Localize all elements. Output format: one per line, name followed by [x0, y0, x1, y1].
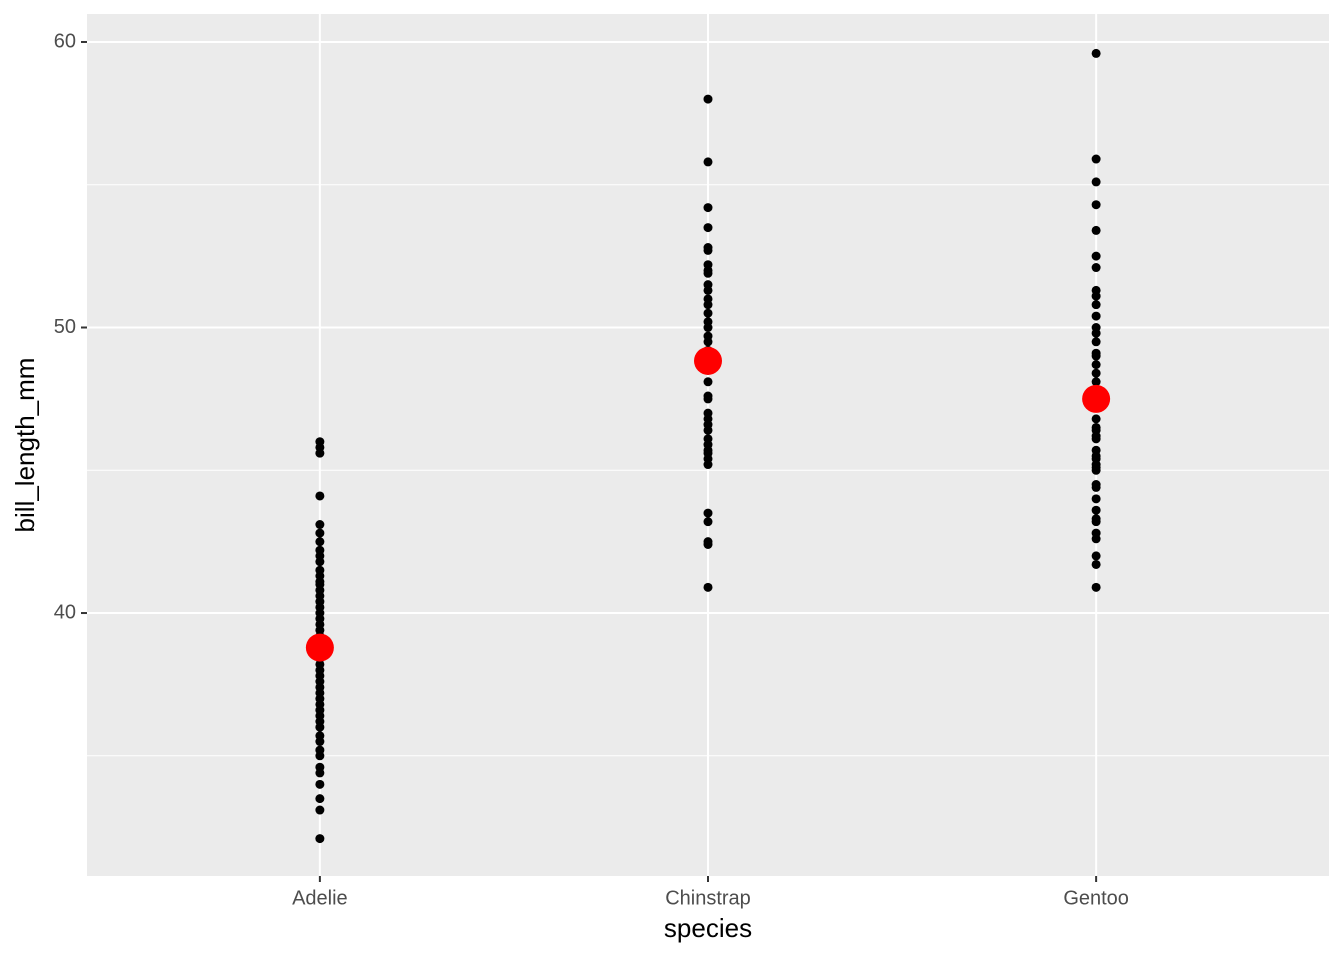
point [703, 308, 713, 318]
point [703, 377, 713, 387]
point [315, 537, 325, 547]
point [1091, 422, 1101, 432]
y-tick-label: 50 [54, 316, 76, 338]
point [315, 565, 325, 575]
point [703, 260, 713, 270]
point [703, 391, 713, 401]
point [1091, 377, 1101, 387]
point [1091, 368, 1101, 378]
point [1091, 360, 1101, 370]
x-tick-label: Chinstrap [665, 887, 751, 909]
point [703, 223, 713, 233]
point [315, 745, 325, 755]
mean-point [305, 633, 334, 662]
point [315, 520, 325, 530]
point [315, 491, 325, 501]
y-tick-label: 60 [54, 30, 76, 52]
point [703, 408, 713, 418]
point [315, 545, 325, 555]
point [315, 834, 325, 844]
point [703, 537, 713, 547]
point [1091, 348, 1101, 358]
point [1091, 414, 1101, 424]
point [1091, 311, 1101, 321]
y-axis-title: bill_length_mm [10, 358, 40, 533]
point [1091, 505, 1101, 515]
x-tick-label: Gentoo [1063, 887, 1129, 909]
point [703, 331, 713, 341]
point [1091, 445, 1101, 455]
point [1091, 225, 1101, 235]
point [1091, 263, 1101, 273]
point [703, 434, 713, 444]
point [1091, 559, 1101, 569]
point [315, 437, 325, 447]
y-tick-label: 40 [54, 601, 76, 623]
point [1091, 300, 1101, 310]
point [703, 203, 713, 213]
point [1091, 177, 1101, 187]
point [1091, 285, 1101, 295]
point [703, 317, 713, 327]
point [1091, 337, 1101, 347]
point [703, 157, 713, 167]
point [703, 294, 713, 304]
point [703, 582, 713, 592]
point [703, 517, 713, 527]
x-tick-label: Adelie [292, 887, 348, 909]
point [315, 779, 325, 789]
point [703, 94, 713, 104]
point [315, 731, 325, 741]
mean-point [1082, 384, 1111, 413]
point [1091, 514, 1101, 524]
point [703, 508, 713, 518]
point [1091, 582, 1101, 592]
point [1091, 551, 1101, 561]
point [1091, 323, 1101, 333]
point [315, 805, 325, 815]
point [315, 528, 325, 538]
point [315, 762, 325, 772]
point [1091, 154, 1101, 164]
point [1091, 528, 1101, 538]
point [1091, 251, 1101, 261]
point [703, 280, 713, 290]
x-axis-title: species [664, 913, 752, 943]
point [1091, 200, 1101, 210]
point [1091, 48, 1101, 58]
point [315, 794, 325, 804]
point [1091, 494, 1101, 504]
point [703, 243, 713, 253]
point [1091, 480, 1101, 490]
mean-point [694, 346, 722, 375]
